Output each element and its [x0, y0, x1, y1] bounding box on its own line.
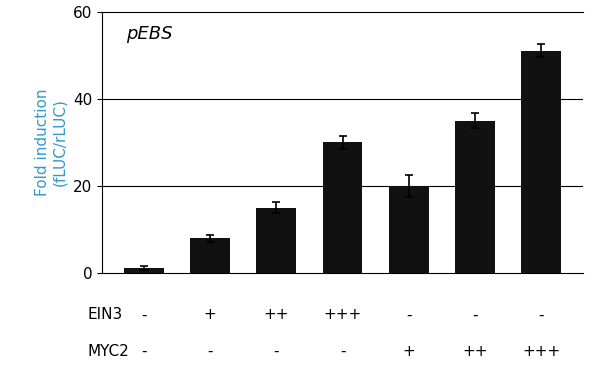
- Text: -: -: [472, 307, 478, 322]
- Text: -: -: [406, 307, 412, 322]
- Text: -: -: [141, 344, 147, 359]
- Text: EIN3: EIN3: [88, 307, 123, 322]
- Text: +: +: [403, 344, 415, 359]
- Text: MYC2: MYC2: [88, 344, 129, 359]
- Text: +++: +++: [323, 307, 362, 322]
- Text: -: -: [141, 307, 147, 322]
- Text: -: -: [273, 344, 279, 359]
- Bar: [257, 207, 296, 273]
- Bar: [124, 268, 163, 273]
- Text: ++: ++: [264, 307, 289, 322]
- Text: -: -: [538, 307, 544, 322]
- Bar: [389, 186, 429, 273]
- Text: +++: +++: [522, 344, 560, 359]
- Text: -: -: [340, 344, 346, 359]
- Bar: [323, 142, 362, 273]
- Text: pEBS: pEBS: [126, 25, 172, 43]
- Text: ++: ++: [462, 344, 488, 359]
- Y-axis label: Fold induction
(fLUC/rLUC): Fold induction (fLUC/rLUC): [35, 89, 67, 196]
- Bar: [522, 51, 561, 273]
- Bar: [455, 121, 495, 273]
- Text: -: -: [207, 344, 213, 359]
- Text: +: +: [204, 307, 216, 322]
- Bar: [191, 238, 230, 273]
